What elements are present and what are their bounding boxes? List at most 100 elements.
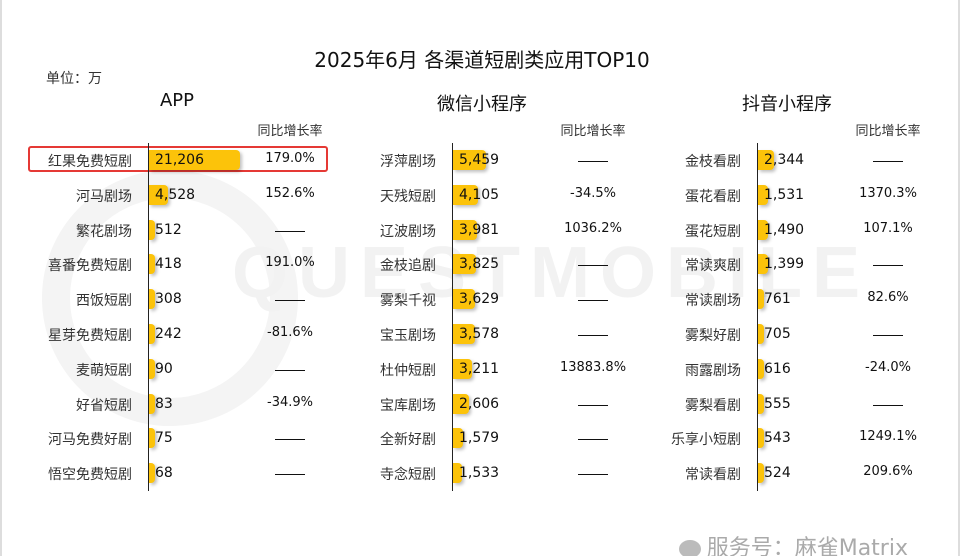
bar: [149, 219, 155, 240]
category-label: 雾梨看剧: [685, 397, 741, 414]
growth-na-dash: [578, 161, 608, 162]
bar: [758, 150, 774, 170]
data-label: 512: [155, 221, 182, 238]
bar: [149, 428, 155, 449]
growth-na-dash: [275, 369, 305, 371]
bar: [758, 358, 764, 379]
category-label: 星芽免费短剧: [48, 328, 132, 344]
category-label: 雾梨千视: [380, 293, 436, 310]
bar: [149, 393, 155, 414]
bar: [149, 289, 155, 310]
category-label: 常读剧场: [685, 293, 741, 310]
growth-label: 209.6%: [863, 464, 913, 480]
category-label: 常读看剧: [685, 467, 741, 484]
category-label: 悟空免费短剧: [48, 467, 132, 484]
data-label: 1,579: [459, 430, 500, 447]
bar: [149, 150, 240, 170]
data-label: 418: [155, 256, 182, 273]
data-label: 308: [155, 291, 182, 308]
bar: [758, 184, 769, 205]
growth-label: 107.1%: [863, 220, 913, 236]
bar: [758, 254, 768, 275]
axis-line: [757, 143, 758, 491]
category-label: 全新好剧: [380, 432, 436, 449]
data-label: 705: [764, 326, 791, 342]
growth-label: -81.6%: [267, 325, 313, 340]
category-label: 河马免费好剧: [48, 432, 132, 449]
data-label: 555: [764, 395, 791, 412]
bar: [149, 463, 155, 484]
chart-title: 2025年6月 各渠道短剧类应用TOP10: [314, 48, 650, 72]
growth-label: -34.9%: [267, 394, 313, 410]
data-label: 2,344: [764, 152, 805, 168]
category-label: 乐享小短剧: [671, 432, 741, 449]
category-label: 红果免费短剧: [48, 154, 132, 170]
growth-na-dash: [873, 161, 903, 162]
growth-label: 152.6%: [265, 185, 315, 201]
data-label: 83: [155, 395, 173, 412]
category-label: 好省短剧: [76, 397, 132, 414]
bar: [758, 463, 764, 484]
watermark: QUESTMOBILE: [232, 233, 871, 313]
growth-label: 1036.2%: [564, 220, 622, 236]
growth-na-dash: [578, 335, 608, 336]
data-label: 3,211: [459, 360, 500, 377]
bar: [758, 428, 764, 449]
growth-label: 1249.1%: [859, 429, 917, 445]
data-label: 3,629: [459, 291, 500, 308]
growth-label: 13883.8%: [559, 359, 627, 375]
growth-header: 同比增长率: [855, 124, 921, 139]
category-label: 麦萌短剧: [76, 362, 132, 379]
highlight-box: [28, 146, 328, 172]
growth-na-dash: [578, 404, 608, 406]
category-label: 天残短剧: [380, 188, 436, 205]
bar: [149, 358, 155, 379]
panel-title: 抖音小程序: [742, 94, 832, 115]
category-label: 金枝看剧: [685, 154, 741, 170]
data-label: 543: [764, 430, 791, 447]
footer-account: 服务号：麻雀Matrix: [678, 530, 908, 556]
growth-label: -34.5%: [570, 185, 616, 201]
growth-label: 179.0%: [265, 151, 315, 166]
growth-na-dash: [578, 265, 608, 267]
growth-na-dash: [578, 300, 608, 302]
bar: [758, 219, 769, 240]
axis-line: [452, 143, 453, 491]
growth-na-dash: [873, 404, 903, 406]
bar: [453, 428, 463, 449]
data-label: 90: [155, 360, 173, 377]
bar: [149, 184, 169, 205]
data-label: 524: [764, 465, 791, 482]
wechat-icon: [678, 540, 701, 556]
bar: [758, 289, 764, 310]
category-label: 蛋花看剧: [685, 188, 741, 205]
growth-na-dash: [275, 230, 305, 232]
category-label: 蛋花短剧: [685, 223, 741, 240]
bar: [453, 358, 473, 379]
data-label: 1,531: [764, 186, 805, 203]
growth-na-dash: [275, 439, 305, 441]
data-label: 242: [155, 326, 182, 342]
footer-text: 服务号：麻雀Matrix: [706, 536, 908, 556]
data-label: 2,606: [459, 395, 500, 412]
growth-na-dash: [873, 265, 903, 267]
bar: [149, 324, 155, 344]
data-label: 761: [764, 291, 791, 308]
growth-header: 同比增长率: [257, 124, 323, 139]
category-label: 雾梨好剧: [685, 328, 741, 344]
category-label: 杜仲短剧: [380, 362, 436, 379]
panel-title: APP: [159, 90, 195, 111]
growth-na-dash: [275, 300, 305, 302]
growth-header: 同比增长率: [560, 124, 626, 139]
bar: [453, 254, 477, 275]
growth-na-dash: [578, 474, 608, 476]
axis-line: [148, 143, 149, 491]
growth-label: -24.0%: [865, 359, 911, 375]
data-label: 3,578: [459, 326, 500, 342]
growth-label: 1370.3%: [859, 185, 917, 201]
data-label: 75: [155, 430, 173, 447]
growth-label: 191.0%: [265, 255, 315, 271]
growth-na-dash: [873, 335, 903, 336]
category-label: 金枝追剧: [380, 258, 436, 275]
data-label: 4,105: [459, 186, 500, 203]
